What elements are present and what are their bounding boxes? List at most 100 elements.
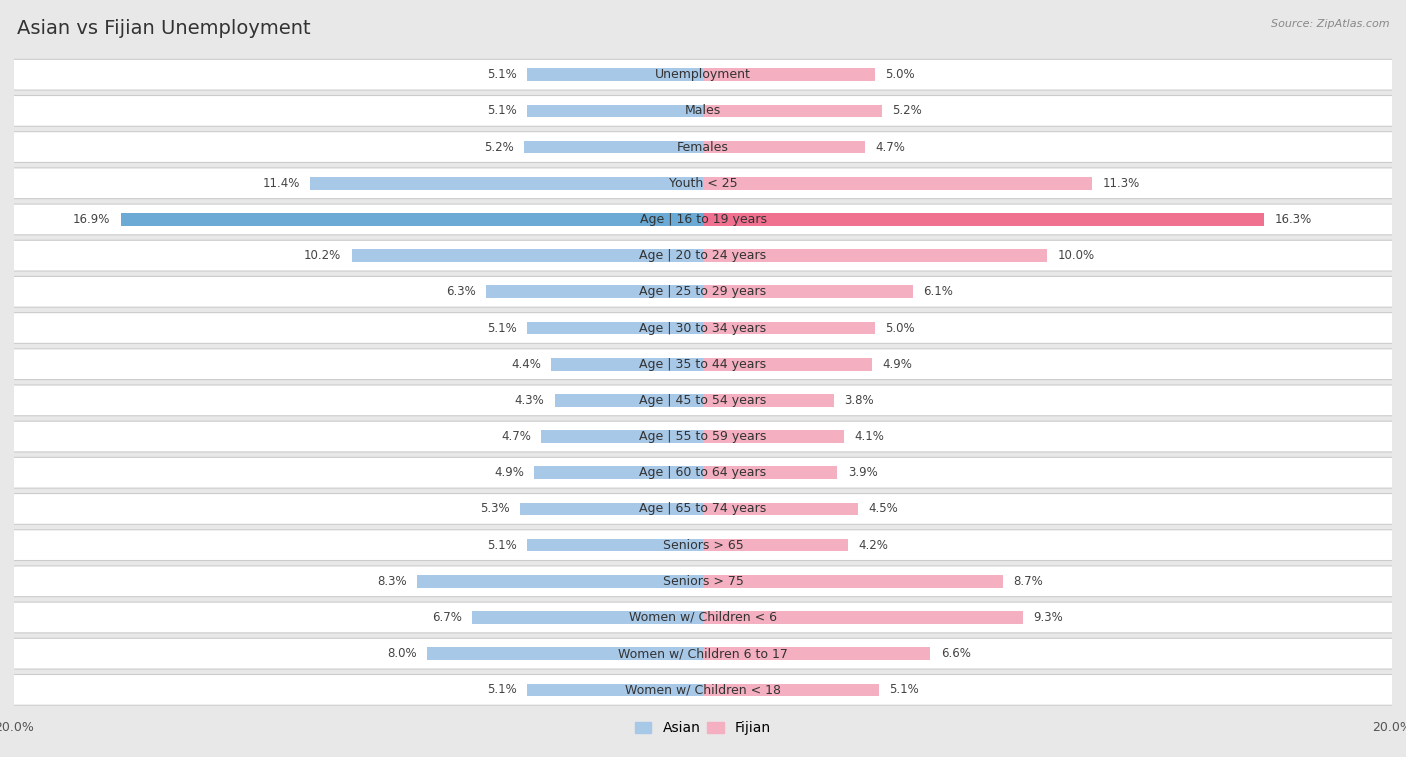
Text: 5.0%: 5.0% — [886, 68, 915, 81]
Text: 4.1%: 4.1% — [855, 430, 884, 443]
Text: 5.2%: 5.2% — [893, 104, 922, 117]
Bar — [527, 684, 703, 696]
Text: 9.3%: 9.3% — [1033, 611, 1063, 624]
Text: 3.8%: 3.8% — [844, 394, 875, 407]
Bar — [121, 213, 703, 226]
Bar — [703, 503, 858, 516]
Text: Seniors > 65: Seniors > 65 — [662, 539, 744, 552]
Text: 5.2%: 5.2% — [484, 141, 513, 154]
Text: Age | 35 to 44 years: Age | 35 to 44 years — [640, 358, 766, 371]
Bar — [703, 213, 1264, 226]
Bar — [703, 611, 1024, 624]
Bar — [703, 68, 875, 81]
Text: Women w/ Children < 18: Women w/ Children < 18 — [626, 684, 780, 696]
Text: Age | 55 to 59 years: Age | 55 to 59 years — [640, 430, 766, 443]
FancyBboxPatch shape — [13, 204, 1393, 235]
Text: 4.9%: 4.9% — [494, 466, 524, 479]
Text: 5.1%: 5.1% — [488, 68, 517, 81]
Text: Age | 20 to 24 years: Age | 20 to 24 years — [640, 249, 766, 262]
FancyBboxPatch shape — [13, 494, 1393, 525]
Bar — [703, 539, 848, 551]
Bar — [524, 141, 703, 154]
FancyBboxPatch shape — [13, 313, 1393, 344]
Text: Women w/ Children 6 to 17: Women w/ Children 6 to 17 — [619, 647, 787, 660]
FancyBboxPatch shape — [13, 59, 1393, 90]
Text: 4.5%: 4.5% — [869, 503, 898, 516]
Bar — [418, 575, 703, 587]
FancyBboxPatch shape — [13, 168, 1393, 198]
Text: 8.3%: 8.3% — [377, 575, 406, 587]
Text: Age | 45 to 54 years: Age | 45 to 54 years — [640, 394, 766, 407]
Text: 4.7%: 4.7% — [501, 430, 531, 443]
Text: 8.0%: 8.0% — [388, 647, 418, 660]
Bar — [703, 575, 1002, 587]
FancyBboxPatch shape — [13, 95, 1393, 126]
Bar — [472, 611, 703, 624]
Bar — [534, 466, 703, 479]
Bar — [352, 249, 703, 262]
Bar — [527, 104, 703, 117]
Text: Age | 16 to 19 years: Age | 16 to 19 years — [640, 213, 766, 226]
Text: 8.7%: 8.7% — [1012, 575, 1043, 587]
Bar — [555, 394, 703, 407]
Bar — [703, 104, 882, 117]
Text: Seniors > 75: Seniors > 75 — [662, 575, 744, 587]
Bar — [703, 249, 1047, 262]
Text: Age | 60 to 64 years: Age | 60 to 64 years — [640, 466, 766, 479]
Text: 5.1%: 5.1% — [488, 539, 517, 552]
FancyBboxPatch shape — [13, 638, 1393, 669]
Bar — [703, 141, 865, 154]
Bar — [551, 358, 703, 370]
Text: 4.4%: 4.4% — [512, 358, 541, 371]
Text: 5.1%: 5.1% — [488, 684, 517, 696]
Bar — [311, 177, 703, 189]
FancyBboxPatch shape — [13, 566, 1393, 597]
FancyBboxPatch shape — [13, 674, 1393, 706]
FancyBboxPatch shape — [13, 132, 1393, 163]
Text: Unemployment: Unemployment — [655, 68, 751, 81]
Text: 5.3%: 5.3% — [481, 503, 510, 516]
Text: 3.9%: 3.9% — [848, 466, 877, 479]
FancyBboxPatch shape — [13, 240, 1393, 271]
Text: 16.3%: 16.3% — [1275, 213, 1312, 226]
Text: 5.1%: 5.1% — [889, 684, 918, 696]
Text: 4.2%: 4.2% — [858, 539, 887, 552]
Bar — [427, 647, 703, 660]
FancyBboxPatch shape — [13, 530, 1393, 560]
FancyBboxPatch shape — [13, 385, 1393, 416]
FancyBboxPatch shape — [13, 276, 1393, 307]
Bar — [703, 285, 912, 298]
Text: Females: Females — [678, 141, 728, 154]
Bar — [703, 466, 838, 479]
Text: 6.7%: 6.7% — [432, 611, 461, 624]
Text: 16.9%: 16.9% — [73, 213, 111, 226]
Text: 11.3%: 11.3% — [1102, 177, 1140, 190]
Text: 6.3%: 6.3% — [446, 285, 475, 298]
Text: Males: Males — [685, 104, 721, 117]
FancyBboxPatch shape — [13, 457, 1393, 488]
Bar — [703, 430, 844, 443]
Legend: Asian, Fijian: Asian, Fijian — [630, 716, 776, 741]
Text: Age | 65 to 74 years: Age | 65 to 74 years — [640, 503, 766, 516]
Bar — [703, 684, 879, 696]
Text: 11.4%: 11.4% — [263, 177, 299, 190]
Text: 5.1%: 5.1% — [488, 104, 517, 117]
FancyBboxPatch shape — [13, 602, 1393, 633]
Bar — [703, 394, 834, 407]
FancyBboxPatch shape — [13, 421, 1393, 452]
Text: Age | 25 to 29 years: Age | 25 to 29 years — [640, 285, 766, 298]
Text: 4.3%: 4.3% — [515, 394, 544, 407]
Bar — [527, 322, 703, 335]
Bar — [703, 322, 875, 335]
Text: Source: ZipAtlas.com: Source: ZipAtlas.com — [1271, 19, 1389, 29]
Bar — [527, 539, 703, 551]
Text: 6.1%: 6.1% — [924, 285, 953, 298]
FancyBboxPatch shape — [13, 349, 1393, 379]
Bar — [703, 647, 931, 660]
Text: 4.7%: 4.7% — [875, 141, 905, 154]
Text: 10.2%: 10.2% — [304, 249, 342, 262]
Bar — [703, 358, 872, 370]
Bar — [520, 503, 703, 516]
Text: Women w/ Children < 6: Women w/ Children < 6 — [628, 611, 778, 624]
Text: 5.1%: 5.1% — [488, 322, 517, 335]
